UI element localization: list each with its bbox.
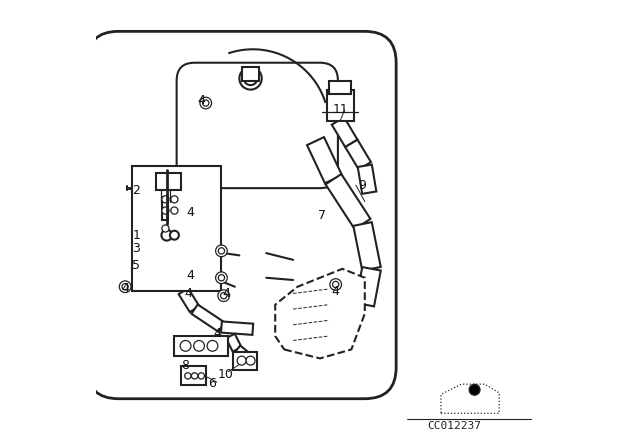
Text: 7: 7	[318, 208, 326, 222]
Polygon shape	[353, 222, 381, 271]
Circle shape	[207, 340, 218, 351]
Polygon shape	[179, 288, 199, 312]
Polygon shape	[358, 164, 376, 194]
Text: 3: 3	[132, 242, 140, 255]
Polygon shape	[332, 117, 358, 147]
Polygon shape	[234, 345, 252, 362]
Text: 4: 4	[121, 282, 129, 296]
Circle shape	[180, 340, 191, 351]
Polygon shape	[441, 384, 499, 413]
Circle shape	[203, 100, 209, 106]
Text: 4: 4	[184, 287, 192, 300]
Bar	[329, 81, 351, 94]
Circle shape	[122, 284, 128, 290]
Polygon shape	[356, 267, 381, 306]
Circle shape	[221, 293, 227, 299]
Text: 4: 4	[186, 269, 194, 282]
Circle shape	[194, 340, 204, 351]
Bar	[327, 90, 354, 121]
Circle shape	[191, 373, 198, 379]
Circle shape	[216, 272, 227, 284]
Text: 11: 11	[332, 103, 348, 116]
Text: 8: 8	[182, 358, 189, 372]
Polygon shape	[345, 140, 371, 169]
Circle shape	[218, 248, 225, 254]
Circle shape	[161, 230, 172, 241]
FancyBboxPatch shape	[132, 166, 221, 291]
Text: 2: 2	[132, 184, 140, 197]
Polygon shape	[226, 334, 241, 352]
Text: 5: 5	[132, 258, 140, 272]
Circle shape	[330, 279, 342, 290]
Bar	[243, 67, 259, 81]
Polygon shape	[326, 174, 371, 229]
Circle shape	[200, 97, 212, 109]
Circle shape	[469, 384, 480, 395]
Circle shape	[244, 72, 257, 85]
Text: 4: 4	[213, 327, 221, 340]
Circle shape	[171, 196, 178, 203]
FancyBboxPatch shape	[177, 63, 338, 188]
Polygon shape	[221, 322, 253, 335]
Circle shape	[198, 373, 204, 379]
Text: CC012237: CC012237	[428, 421, 481, 431]
Circle shape	[239, 67, 262, 90]
Circle shape	[237, 356, 246, 365]
Circle shape	[246, 356, 255, 365]
Polygon shape	[191, 305, 225, 332]
Bar	[174, 336, 228, 356]
Circle shape	[171, 207, 178, 214]
Bar	[181, 366, 206, 385]
Text: 4: 4	[222, 287, 230, 300]
Text: 4: 4	[332, 284, 340, 298]
Text: 9: 9	[358, 179, 367, 193]
Circle shape	[162, 225, 169, 232]
Circle shape	[216, 245, 227, 257]
Circle shape	[162, 207, 169, 214]
Circle shape	[119, 281, 131, 293]
FancyBboxPatch shape	[87, 31, 396, 399]
Circle shape	[218, 290, 230, 302]
Polygon shape	[307, 137, 342, 183]
Text: 4: 4	[197, 94, 205, 108]
Text: 1: 1	[132, 228, 140, 242]
Circle shape	[170, 231, 179, 240]
Bar	[233, 352, 257, 370]
Circle shape	[185, 373, 191, 379]
Text: 4: 4	[186, 206, 194, 220]
Circle shape	[218, 275, 225, 281]
Text: 10: 10	[218, 367, 234, 381]
Polygon shape	[275, 269, 365, 358]
Circle shape	[162, 196, 169, 203]
Circle shape	[333, 281, 339, 288]
Bar	[163, 197, 168, 220]
Bar	[157, 173, 181, 190]
Text: 6: 6	[209, 376, 216, 390]
